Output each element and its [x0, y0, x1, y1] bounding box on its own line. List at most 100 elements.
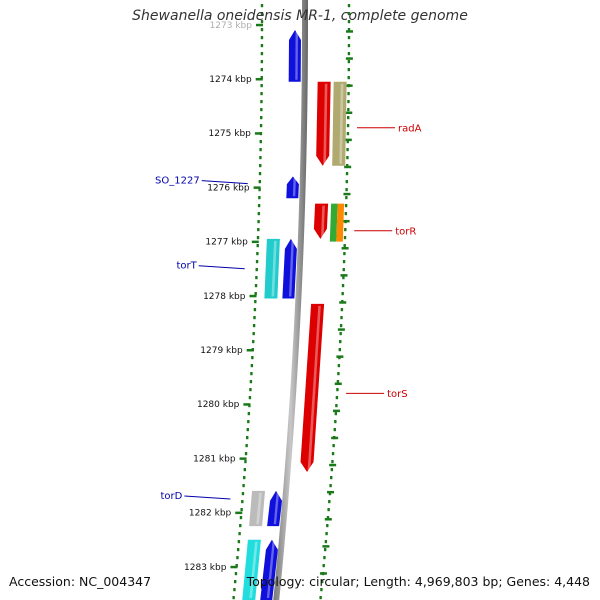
ring-dot [347, 28, 351, 32]
gene-g-blue-torT [282, 238, 297, 299]
ring-dot [257, 212, 261, 216]
major-tick [249, 294, 257, 298]
gene-label-text: torT [176, 261, 197, 272]
ring-dot [254, 300, 257, 304]
ring-dot [240, 508, 243, 512]
ring-dot [334, 420, 337, 424]
ring-dot [326, 516, 330, 520]
gene-highlight [256, 492, 262, 525]
ring-dot [324, 540, 328, 544]
ring-dot [330, 468, 334, 472]
tick-label: 1282 kbp [189, 509, 232, 519]
ring-dot [260, 44, 264, 48]
gene-features [242, 30, 347, 600]
outer-dotted-ring [319, 4, 353, 600]
gene-label-text: SO_1227 [155, 176, 200, 187]
ring-dot [241, 492, 245, 496]
gene-g-blue-top [288, 30, 301, 82]
ring-dot [244, 460, 247, 464]
gene-shape [313, 203, 329, 239]
ring-dot [235, 564, 238, 568]
ring-dot [248, 396, 252, 400]
gene-highlight [266, 541, 275, 598]
ring-dot [259, 148, 262, 152]
ring-dot [250, 364, 254, 368]
ring-dot [260, 92, 263, 96]
major-tick [254, 132, 262, 135]
ring-dot [320, 588, 323, 592]
ring-dot [328, 492, 332, 496]
ring-dot [260, 20, 264, 24]
tick-label: 1273 kbp [210, 21, 253, 31]
ring-dot [252, 332, 255, 336]
gene-g-blue-torD [267, 490, 283, 527]
genome-backbone [273, 0, 308, 600]
gene-shape [249, 490, 266, 527]
ring-dot [343, 252, 346, 256]
ring-dot [259, 140, 262, 144]
ring-dot [339, 332, 342, 336]
axis-ticks: 1273 kbp 1274 kbp 1275 kbp 1276 kbp 1277 kbp… [184, 21, 263, 573]
ring-dot [347, 100, 350, 104]
gene-g-SO_1227 [286, 176, 299, 199]
ring-dot [260, 84, 263, 88]
ring-dot [347, 76, 350, 80]
inner-dotted-ring [232, 4, 264, 600]
ring-dot [343, 236, 347, 240]
gene-highlight [295, 32, 298, 80]
ring-dot [337, 372, 340, 376]
outer-tick-mark [329, 463, 337, 467]
ring-dot [246, 428, 249, 432]
ring-dot [256, 236, 260, 240]
ring-dot [344, 228, 347, 232]
ring-dot [252, 340, 255, 344]
outer-tick-mark [344, 165, 352, 169]
ring-dot [347, 4, 351, 8]
ring-dot [252, 324, 256, 328]
ring-dot [343, 244, 346, 248]
ring-dot [346, 156, 349, 160]
gene-shape [286, 176, 299, 199]
ring-dot [259, 156, 262, 160]
ring-dot [254, 292, 257, 296]
tick-label: 1274 kbp [209, 75, 252, 85]
ring-dot [256, 244, 259, 248]
ring-dot [247, 412, 251, 416]
gene-g-red-mid [313, 203, 329, 239]
ring-dot [346, 164, 349, 168]
ring-dot [326, 524, 329, 528]
ring-dot [347, 52, 351, 56]
outer-tick-mark [343, 192, 351, 196]
ring-dot [260, 28, 264, 32]
ring-dot [347, 36, 351, 40]
gene-shape [282, 238, 297, 299]
ring-dot [242, 484, 245, 488]
ring-dot [251, 356, 254, 360]
ring-dot [342, 268, 345, 272]
tick-label: 1278 kbp [203, 292, 246, 302]
gene-highlight [323, 83, 328, 164]
label-radA: radA [357, 123, 422, 134]
ring-dot [260, 12, 264, 16]
ring-dot [239, 516, 243, 520]
ring-dot [255, 268, 258, 272]
ring-dot [243, 468, 247, 472]
gene-highlight [307, 305, 321, 470]
ring-dot [249, 388, 252, 392]
gene-highlight [292, 178, 296, 197]
gene-g-torD [249, 490, 266, 527]
outer-tick-mark [344, 138, 352, 142]
gene-label-text: radA [398, 123, 422, 134]
ring-dot [339, 324, 343, 328]
outer-tick-mark [327, 490, 335, 494]
outer-tick-mark [345, 111, 353, 115]
ring-dot [323, 548, 327, 552]
ring-dot [260, 116, 263, 120]
major-tick [255, 78, 263, 81]
ring-dot [234, 572, 238, 576]
ring-dot [341, 284, 345, 288]
gene-g-sideA [316, 81, 331, 166]
gene-label-text: torD [161, 491, 183, 502]
ring-dot [259, 164, 262, 168]
